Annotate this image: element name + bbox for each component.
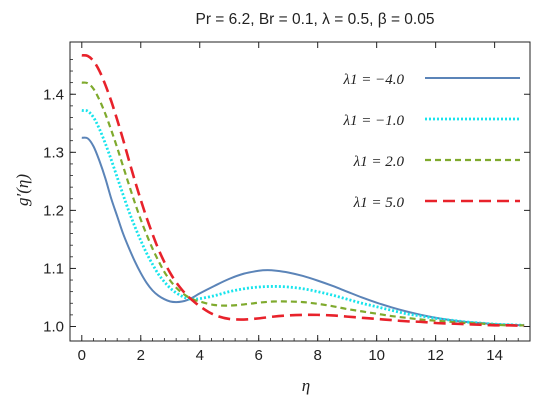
x-tick-label: 12 <box>427 347 444 364</box>
plot-frame-border <box>69 41 531 342</box>
y-tick-label: 1.0 <box>43 318 64 335</box>
x-tick-label: 8 <box>314 347 322 364</box>
series-lines <box>81 54 525 328</box>
legend-label-1: λ1 = −4.0 <box>343 72 405 88</box>
legend: λ1 = −4.0 λ1 = −1.0 λ1 = 2.0 λ1 = 5.0 <box>343 72 520 211</box>
y-axis-label: g′(η) <box>13 174 32 206</box>
series-line-3 <box>81 81 525 327</box>
series-line-2 <box>81 109 525 327</box>
legend-label-2: λ1 = −1.0 <box>343 113 405 129</box>
y-tick-label: 1.4 <box>43 86 64 103</box>
legend-label-4: λ1 = 5.0 <box>353 195 405 211</box>
x-tick-label: 0 <box>78 347 86 364</box>
series-line-4 <box>81 54 525 328</box>
axis-ticks: 0 2 4 6 8 10 12 14 1.0 1.1 1.2 1.3 1.4 <box>43 42 530 364</box>
x-axis-label: η <box>302 376 310 395</box>
x-tick-label: 2 <box>137 347 145 364</box>
y-tick-label: 1.1 <box>43 260 64 277</box>
y-tick-label: 1.3 <box>43 144 64 161</box>
legend-label-3: λ1 = 2.0 <box>353 154 405 170</box>
x-tick-label: 4 <box>196 347 204 364</box>
plot-frame <box>69 41 531 342</box>
x-tick-label: 10 <box>368 347 385 364</box>
x-tick-label: 14 <box>486 347 503 364</box>
x-tick-label: 6 <box>255 347 263 364</box>
chart-title: Pr = 6.2, Br = 0.1, λ = 0.5, β = 0.05 <box>196 11 435 28</box>
series-line-1 <box>81 136 525 327</box>
y-tick-label: 1.2 <box>43 202 64 219</box>
